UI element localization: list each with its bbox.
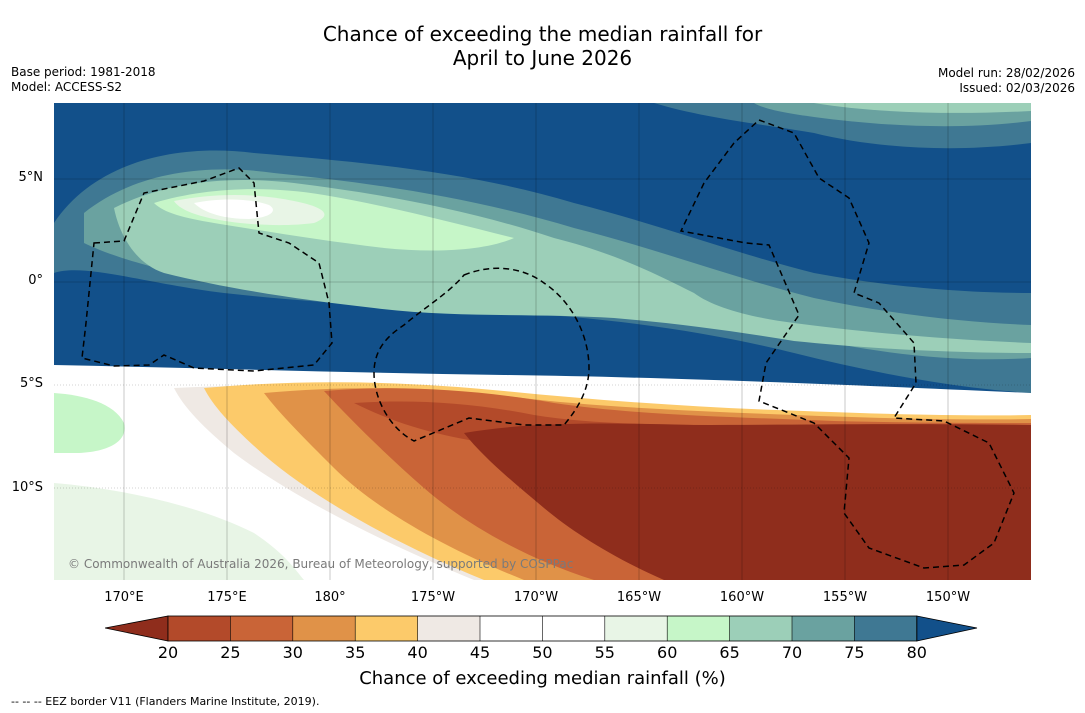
lon-label-175e: 175°E xyxy=(207,590,247,605)
title-line-1: Chance of exceeding the median rainfall … xyxy=(322,22,763,46)
colorbar-tick-45: 45 xyxy=(469,643,491,662)
model-run: Model run: 28/02/2026 xyxy=(937,66,1075,80)
eez-kiribati-gilbert xyxy=(81,167,333,372)
colorbar-tick-40: 40 xyxy=(407,643,428,662)
meta-right: Model run: 28/02/2026 Issued: 02/03/2026 xyxy=(938,66,1075,96)
rainfall-map: © Commonwealth of Australia 2026, Bureau… xyxy=(54,103,1031,580)
eez-tokelau xyxy=(373,267,590,442)
colorbar-swatch-30-35 xyxy=(292,616,356,641)
colorbar-title: Chance of exceeding median rainfall (%) xyxy=(359,668,726,689)
colorbar-tick-80: 80 xyxy=(906,643,927,662)
colorbar-over-arrow xyxy=(916,615,978,642)
lon-label-155w: 155°W xyxy=(822,590,868,605)
lon-label-150w: 150°W xyxy=(925,590,971,605)
band-below-20 xyxy=(464,423,1031,580)
wet-bands xyxy=(54,103,1031,393)
colorbar-tick-25: 25 xyxy=(220,643,241,662)
lon-label-170w: 170°W xyxy=(513,590,559,605)
map-title: Chance of exceeding the median rainfall … xyxy=(0,22,1085,70)
colorbar-swatch-60-65 xyxy=(667,616,730,641)
colorbar-tick-55: 55 xyxy=(594,643,615,662)
dry-bands xyxy=(54,365,1031,580)
lon-label-160w: 160°W xyxy=(719,590,765,605)
lat-label-5s: 5°S xyxy=(19,376,43,391)
colorbar-tick-70: 70 xyxy=(781,643,803,662)
colorbar-tick-60: 60 xyxy=(657,643,678,662)
colorbar-swatch-55-60 xyxy=(604,616,668,641)
eez-footnote: -- -- -- EEZ border V11 (Flanders Marine… xyxy=(11,695,320,708)
lat-label-10s: 10°S xyxy=(11,480,43,495)
title-line-2: April to June 2026 xyxy=(452,46,633,70)
lat-label-5n: 5°N xyxy=(18,170,44,185)
colorbar-tick-35: 35 xyxy=(345,643,366,662)
colorbar-swatch-40-45 xyxy=(417,616,480,641)
colorbar-swatch-65-70 xyxy=(729,616,792,641)
colorbar-dividers xyxy=(230,616,855,641)
eez-borders xyxy=(81,119,1015,569)
colorbar-tick-50: 50 xyxy=(532,643,553,662)
issued-date: Issued: 02/03/2026 xyxy=(959,81,1075,95)
colorbar-tick-75: 75 xyxy=(844,643,865,662)
colorbar-tick-20: 20 xyxy=(157,643,179,662)
eez-kiribati-line xyxy=(679,119,1015,569)
base-period: Base period: 1981-2018 xyxy=(11,65,156,79)
lat-label-0: 0° xyxy=(28,273,43,288)
lon-label-165w: 165°W xyxy=(616,590,662,605)
lon-label-170e: 170°E xyxy=(104,590,144,605)
colorbar-swatch-70-75 xyxy=(792,616,855,641)
colorbar-under-arrow xyxy=(105,615,169,642)
band-55-60-sw xyxy=(54,483,304,580)
band-50-55 xyxy=(194,199,273,219)
lon-label-180: 180° xyxy=(314,590,346,605)
colorbar-swatch-50-55 xyxy=(542,616,605,641)
copyright-notice: © Commonwealth of Australia 2026, Bureau… xyxy=(68,557,574,571)
colorbar-swatch-45-50 xyxy=(480,616,543,641)
lon-label-175w: 175°W xyxy=(410,590,456,605)
model-name: Model: ACCESS-S2 xyxy=(11,80,123,94)
colorbar-tick-30: 30 xyxy=(282,643,303,662)
band-65-70-north xyxy=(814,103,1031,113)
band-60-65-sw xyxy=(54,393,125,453)
colorbar-swatch-25-30 xyxy=(230,616,293,641)
colorbar-swatch-75-80 xyxy=(854,616,917,641)
map-canvas xyxy=(54,103,1031,580)
colorbar-swatch-35-40 xyxy=(355,616,418,641)
colorbar xyxy=(105,615,978,642)
meta-left: Base period: 1981-2018 Model: ACCESS-S2 xyxy=(11,65,156,95)
colorbar-tick-65: 65 xyxy=(719,643,740,662)
colorbar-swatch-20-25 xyxy=(168,616,231,641)
